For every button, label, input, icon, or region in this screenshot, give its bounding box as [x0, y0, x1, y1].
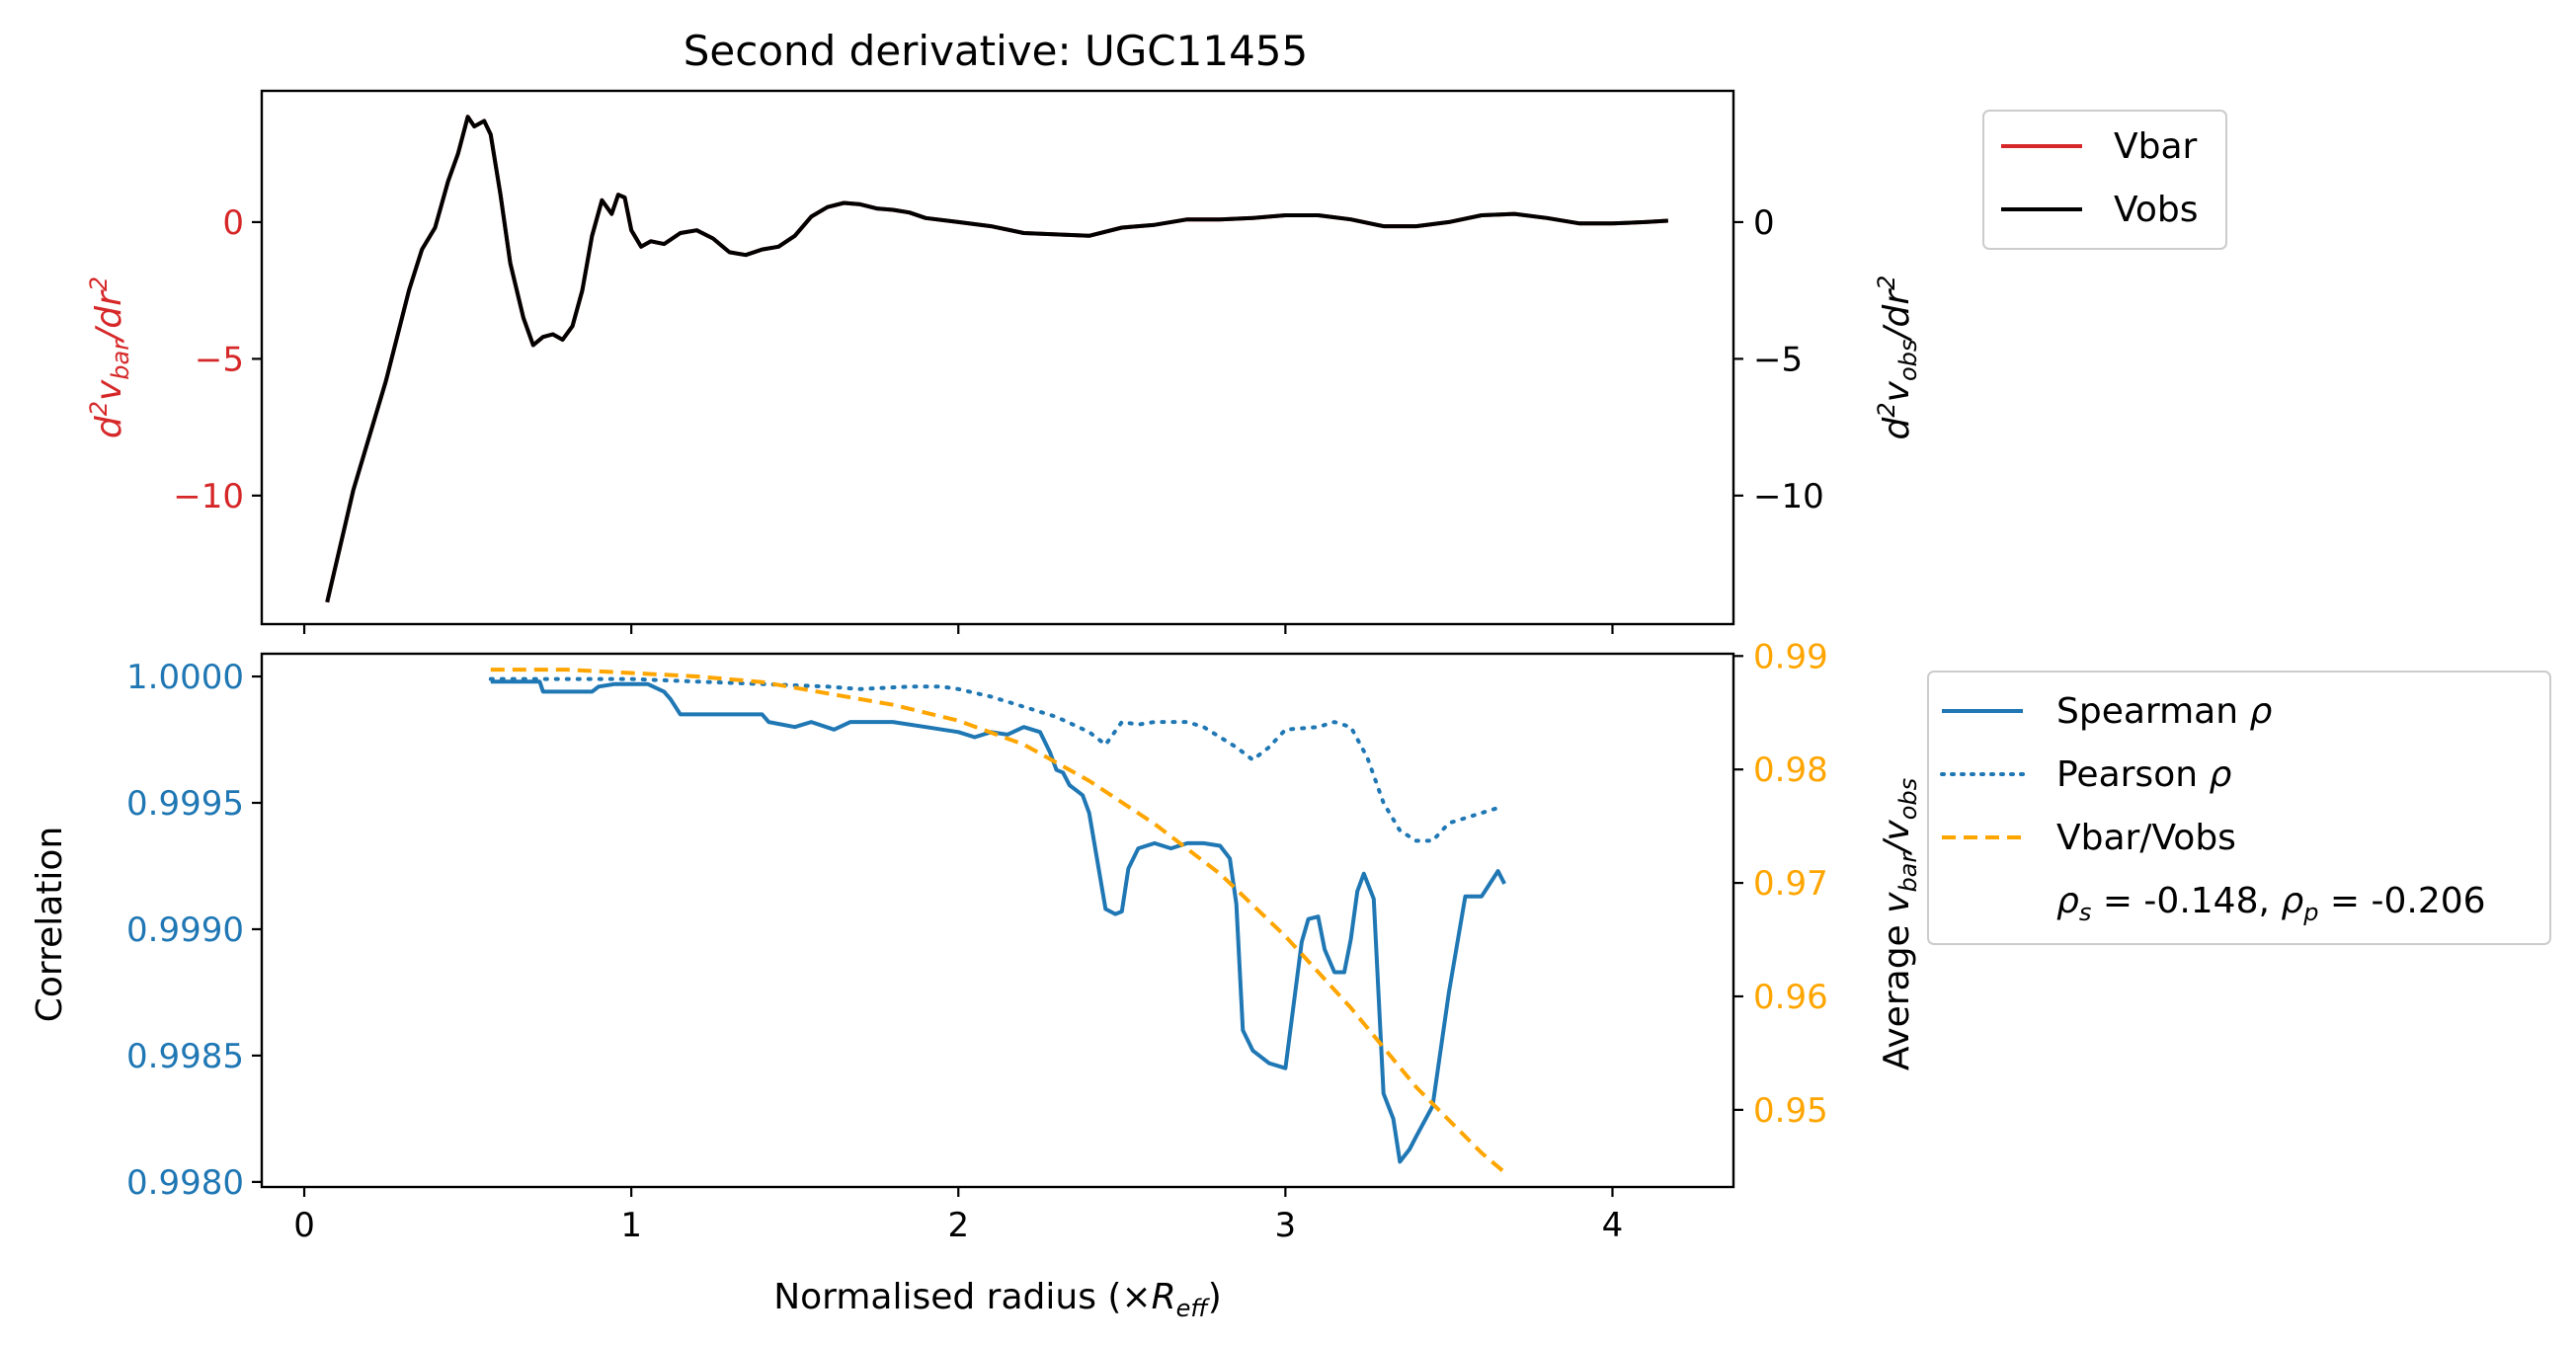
bottom-left-ytick-label: 0.9995 [126, 784, 244, 824]
bottom-lines [488, 668, 1506, 1174]
top-legend: Vbar Vobs [1982, 110, 2227, 250]
top-left-ylabel: d2vbar/dr2 [85, 277, 134, 438]
bottom-axes-frame [260, 652, 1735, 1189]
bottom-xtick-label: 0 [293, 1206, 315, 1245]
top-left-ytick-label: −5 [195, 340, 244, 379]
chart-title: Second derivative: UGC11455 [684, 27, 1309, 75]
top-right-ytick-label: −5 [1753, 340, 1803, 379]
top-ticks: 0 0 −5 −5 −10 −10 [173, 203, 1824, 634]
top-left-ytick-label: −10 [173, 477, 244, 516]
series-line-spearman [490, 679, 1506, 1164]
bottom-xtick-label: 4 [1602, 1206, 1624, 1245]
bottom-legend-box [1927, 671, 2551, 945]
series-line-pearson [488, 676, 1500, 843]
series-line-vbar-vobs [490, 668, 1506, 1174]
legend-annotation: ρs = -0.148, ρp = -0.206 [2056, 881, 2486, 926]
legend-vbar-label: Vbar [2114, 126, 2198, 167]
bottom-xtick-label: 3 [1275, 1206, 1297, 1245]
bottom-panel: 1.0000 0.9995 0.9990 0.9985 0.9980 0.99 0.98 0.… [30, 637, 2551, 1322]
top-left-ytick-label: 0 [222, 203, 244, 243]
top-right-ylabel: d2vobs/dr2 [1873, 276, 1922, 440]
legend-vobs-label: Vobs [2114, 190, 2198, 230]
bottom-left-ytick-label: 0.9985 [126, 1037, 244, 1076]
legend-pearson-label: Pearson ρ [2056, 754, 2231, 795]
bottom-left-ytick-label: 0.9990 [126, 910, 244, 950]
bottom-left-ytick-label: 0.9980 [126, 1163, 244, 1203]
bottom-left-ylabel: Correlation [30, 827, 70, 1023]
top-axes-frame [260, 89, 1735, 626]
bottom-legend: Spearman ρ Pearson ρ Vbar/Vobs ρs = -0.1… [1927, 671, 2551, 945]
series-line-vbar [325, 115, 1668, 603]
bottom-right-ytick-label: 0.95 [1753, 1091, 1828, 1131]
bottom-left-ytick-label: 1.0000 [126, 658, 244, 697]
bottom-right-ytick-label: 0.99 [1753, 637, 1828, 676]
bottom-right-ytick-label: 0.98 [1753, 751, 1828, 790]
bottom-right-ylabel: Average vbar/vobs [1877, 778, 1922, 1070]
top-right-ytick-label: −10 [1753, 477, 1824, 516]
bottom-right-ytick-label: 0.96 [1753, 978, 1828, 1017]
series-line-vobs [325, 115, 1668, 603]
top-right-ytick-label: 0 [1753, 203, 1775, 243]
top-lines [325, 115, 1668, 603]
bottom-ticks: 1.0000 0.9995 0.9990 0.9985 0.9980 0.99 0.98 0.… [126, 637, 1828, 1245]
legend-spearman-label: Spearman ρ [2056, 691, 2272, 732]
bottom-right-ytick-label: 0.97 [1753, 864, 1828, 904]
top-panel: 0 0 −5 −5 −10 −10 d2vbar/dr2 d2vobs/dr2 Vbar … [85, 89, 2227, 634]
legend-ratio-label: Vbar/Vobs [2056, 818, 2236, 858]
bottom-xtick-label: 1 [620, 1206, 642, 1245]
bottom-xlabel: Normalised radius (×Reff) [773, 1277, 1222, 1322]
bottom-xtick-label: 2 [947, 1206, 969, 1245]
